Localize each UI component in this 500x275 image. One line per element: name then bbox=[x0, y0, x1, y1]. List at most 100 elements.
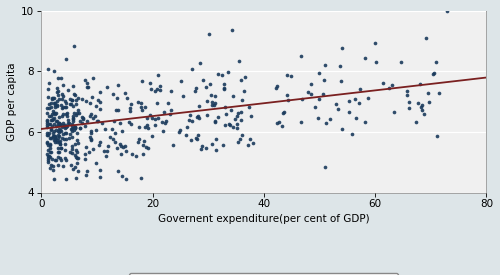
Point bbox=[61, 122, 69, 127]
Point bbox=[214, 115, 222, 119]
Point bbox=[53, 103, 61, 108]
Point bbox=[128, 101, 136, 106]
Point bbox=[96, 168, 104, 172]
Point bbox=[102, 84, 110, 89]
Point bbox=[151, 89, 159, 94]
Point bbox=[154, 72, 162, 77]
Point bbox=[88, 138, 96, 142]
Point bbox=[82, 156, 90, 161]
Point bbox=[89, 76, 97, 81]
Point bbox=[52, 158, 60, 162]
Point bbox=[208, 141, 216, 146]
Point bbox=[208, 103, 216, 108]
Point bbox=[61, 99, 69, 103]
Point bbox=[220, 86, 228, 91]
Point bbox=[166, 88, 174, 93]
Point bbox=[47, 105, 55, 109]
Point bbox=[306, 82, 314, 87]
Point bbox=[361, 56, 369, 61]
Point bbox=[44, 157, 52, 162]
Point bbox=[43, 123, 51, 127]
Point bbox=[44, 67, 52, 71]
Point bbox=[110, 136, 118, 141]
Point bbox=[114, 108, 122, 112]
Point bbox=[188, 67, 196, 71]
Point bbox=[69, 117, 77, 122]
Point bbox=[62, 111, 70, 116]
Point bbox=[58, 76, 66, 81]
Point bbox=[60, 104, 68, 109]
Point bbox=[43, 133, 51, 137]
Point bbox=[116, 121, 124, 125]
Point bbox=[114, 169, 122, 173]
Point bbox=[211, 119, 219, 123]
Point bbox=[332, 102, 340, 106]
Point bbox=[50, 116, 58, 120]
Point bbox=[54, 98, 62, 103]
Point bbox=[94, 118, 102, 123]
Point bbox=[62, 101, 70, 105]
Point bbox=[54, 162, 62, 167]
Point bbox=[60, 137, 68, 141]
Point bbox=[320, 165, 328, 169]
Point bbox=[61, 105, 69, 110]
Point bbox=[68, 97, 76, 102]
Point bbox=[56, 150, 64, 155]
Point bbox=[118, 144, 126, 148]
Point bbox=[81, 124, 89, 128]
Point bbox=[54, 134, 62, 138]
Point bbox=[248, 141, 256, 145]
Point bbox=[54, 129, 62, 133]
Point bbox=[46, 146, 54, 150]
Point bbox=[48, 164, 56, 169]
Point bbox=[88, 112, 96, 116]
Point bbox=[192, 88, 200, 93]
Point bbox=[44, 143, 52, 147]
Point bbox=[212, 136, 220, 141]
Point bbox=[44, 131, 52, 135]
Point bbox=[44, 154, 52, 158]
Point bbox=[91, 114, 99, 119]
Point bbox=[166, 112, 174, 116]
Point bbox=[89, 147, 97, 152]
Point bbox=[50, 111, 58, 116]
Point bbox=[151, 122, 159, 127]
Point bbox=[93, 119, 101, 123]
Point bbox=[192, 136, 200, 141]
Point bbox=[273, 121, 281, 126]
Point bbox=[210, 94, 218, 98]
Point bbox=[55, 121, 63, 125]
Point bbox=[226, 123, 234, 127]
Point bbox=[48, 117, 56, 122]
Point bbox=[118, 145, 126, 149]
Point bbox=[222, 112, 230, 116]
Point bbox=[114, 83, 122, 87]
Point bbox=[43, 125, 51, 129]
Point bbox=[234, 59, 242, 64]
Point bbox=[128, 152, 136, 156]
Point bbox=[54, 150, 62, 155]
Y-axis label: GDP per capita: GDP per capita bbox=[7, 62, 17, 141]
Point bbox=[230, 94, 237, 98]
Point bbox=[192, 86, 200, 90]
Point bbox=[185, 117, 193, 122]
Point bbox=[66, 102, 74, 106]
Point bbox=[198, 144, 206, 148]
Point bbox=[61, 126, 69, 131]
Point bbox=[142, 105, 150, 109]
Point bbox=[138, 79, 145, 83]
Point bbox=[48, 162, 56, 167]
Point bbox=[246, 105, 254, 109]
Point bbox=[67, 163, 75, 167]
Point bbox=[144, 146, 152, 150]
Point bbox=[49, 109, 57, 113]
Point bbox=[78, 116, 86, 120]
Point bbox=[334, 107, 342, 111]
Point bbox=[87, 137, 95, 141]
Point bbox=[283, 93, 291, 97]
Point bbox=[225, 122, 233, 127]
Point bbox=[51, 112, 59, 116]
Point bbox=[233, 122, 241, 126]
Point bbox=[63, 124, 71, 128]
Point bbox=[416, 105, 424, 110]
